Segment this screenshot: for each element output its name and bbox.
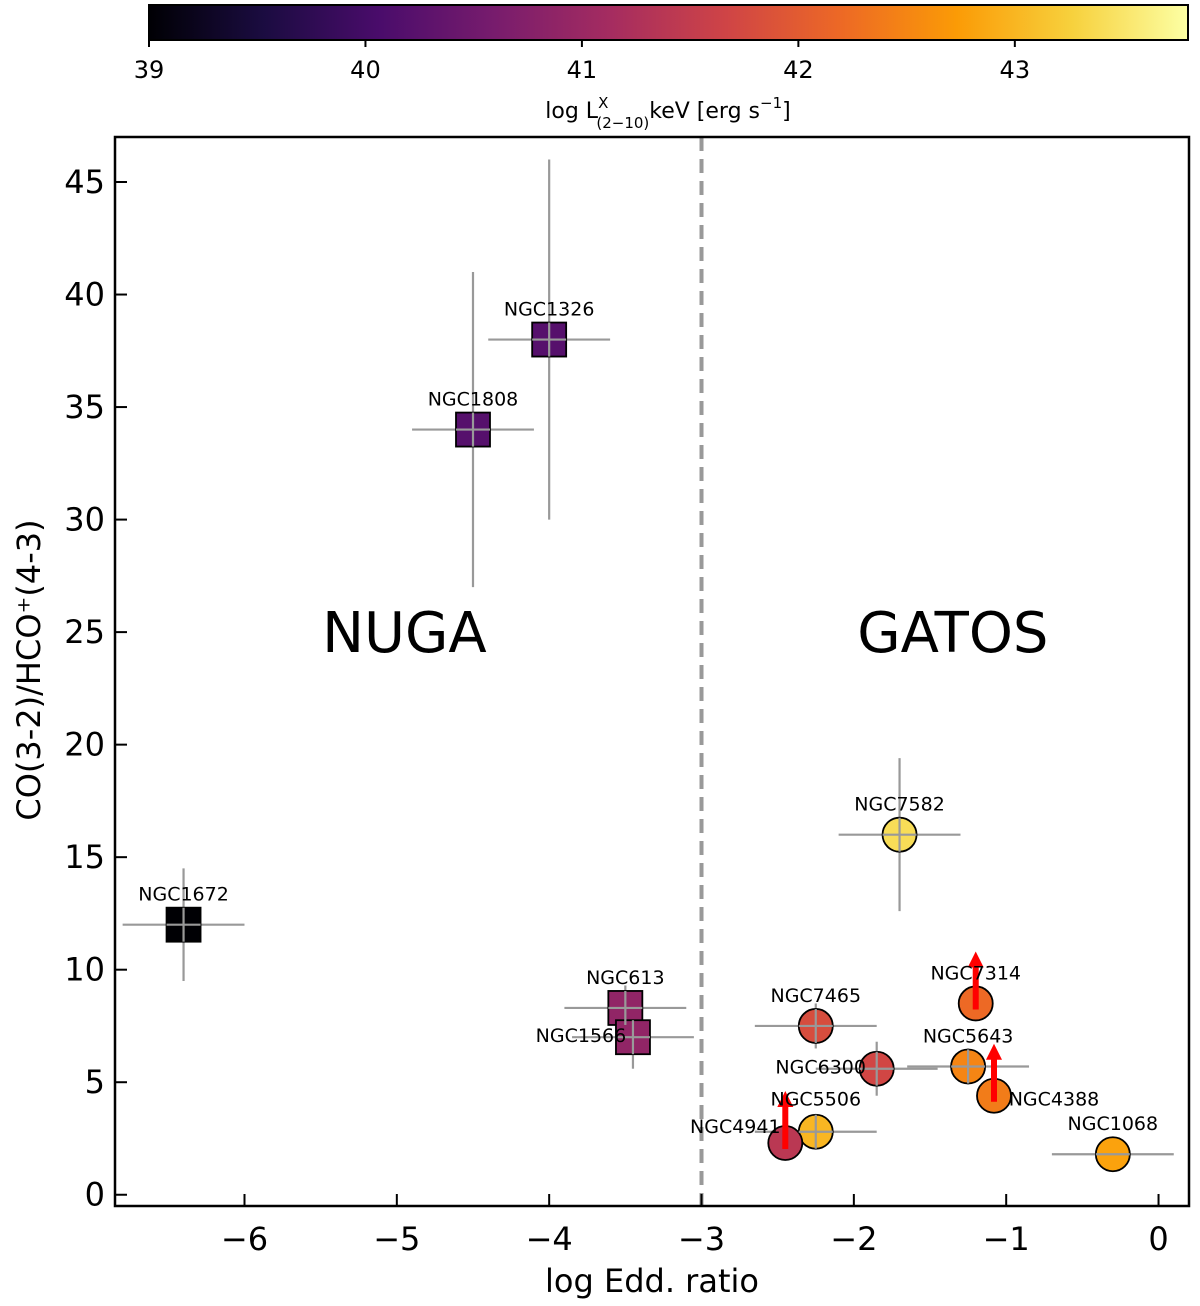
group-label-nuga: NUGA (322, 601, 487, 666)
limit-arrowhead-ngc4941 (777, 1090, 794, 1107)
colorbar-tick-label: 41 (567, 56, 598, 84)
y-axis-label: CO(3-2)/HCO⁺(4-3) (10, 519, 48, 820)
point-label-ngc1068: NGC1068 (1068, 1113, 1159, 1135)
x-tick-label: −4 (526, 1220, 573, 1258)
y-tick-label: 10 (64, 951, 105, 989)
y-tick-label: 35 (64, 388, 105, 426)
y-tick-label: 0 (85, 1176, 105, 1214)
point-labels: NGC1326 NGC1808 NGC1672 NGC613 NGC1566 NGC758… (138, 299, 1159, 1156)
x-tick-label: −2 (830, 1220, 877, 1258)
point-label-ngc7314: NGC7314 (930, 962, 1021, 984)
y-tick-label: 25 (64, 613, 105, 651)
x-tick-label: −6 (221, 1220, 268, 1258)
point-label-ngc7465: NGC7465 (770, 985, 861, 1007)
colorbar-tick-label: 42 (783, 56, 814, 84)
x-axis-label: log Edd. ratio (545, 1262, 759, 1300)
point-label-ngc1672: NGC1672 (138, 884, 229, 906)
colorbar-gradient (148, 4, 1189, 41)
y-tick-label: 5 (85, 1063, 105, 1101)
plot-area: NUGA GATOS NGC1326NGC1808NGC1672NGC613NG… (64, 135, 1191, 1258)
point-label-ngc1326: NGC1326 (504, 299, 595, 321)
point-label-ngc4941: NGC4941 (690, 1116, 781, 1138)
upper-limit-arrows (777, 951, 1003, 1149)
colorbar-tick-label: 43 (1000, 56, 1031, 84)
limit-arrowhead-ngc7314 (967, 951, 984, 968)
x-tick-label: −5 (373, 1220, 420, 1258)
point-label-ngc4388: NGC4388 (1009, 1089, 1100, 1111)
point-label-ngc613: NGC613 (586, 967, 664, 989)
colorbar-label: log LX (2−10)keV [erg s−1] (545, 94, 790, 132)
point-label-ngc5643: NGC5643 (923, 1025, 1014, 1047)
y-tick-label: 20 (64, 726, 105, 764)
colorbar-tick-label: 40 (350, 56, 381, 84)
x-axis-ticks: −6 −5 −4 −3 −2 −1 0 (221, 1194, 1169, 1258)
y-axis-ticks: 0 5 10 15 20 25 30 35 40 45 (64, 163, 127, 1214)
group-label-gatos: GATOS (857, 601, 1048, 666)
colorbar-tick-label: 39 (134, 56, 165, 84)
colorbar-ticks: 39 40 41 42 43 (134, 40, 1030, 84)
x-tick-label: −1 (983, 1220, 1030, 1258)
limit-arrowhead-ngc4388 (986, 1043, 1003, 1060)
colorbar: 39 40 41 42 43 log LX (2−10)keV [erg s−1] (134, 4, 1189, 132)
y-tick-label: 15 (64, 838, 105, 876)
y-tick-label: 30 (64, 501, 105, 539)
point-label-ngc6300: NGC6300 (775, 1057, 866, 1079)
point-label-ngc1808: NGC1808 (428, 389, 519, 411)
y-tick-label: 45 (64, 163, 105, 201)
x-tick-label: 0 (1148, 1220, 1168, 1258)
data-points: NGC1326 NGC1808 NGC1672 NGC613 NGC1566 NGC758… (122, 159, 1174, 1173)
plot-frame (113, 135, 1191, 1208)
point-label-ngc7582: NGC7582 (854, 794, 945, 816)
y-tick-label: 40 (64, 276, 105, 314)
point-label-ngc5506: NGC5506 (770, 1089, 861, 1111)
x-tick-label: −3 (678, 1220, 725, 1258)
point-label-ngc1566: NGC1566 (536, 1025, 627, 1047)
